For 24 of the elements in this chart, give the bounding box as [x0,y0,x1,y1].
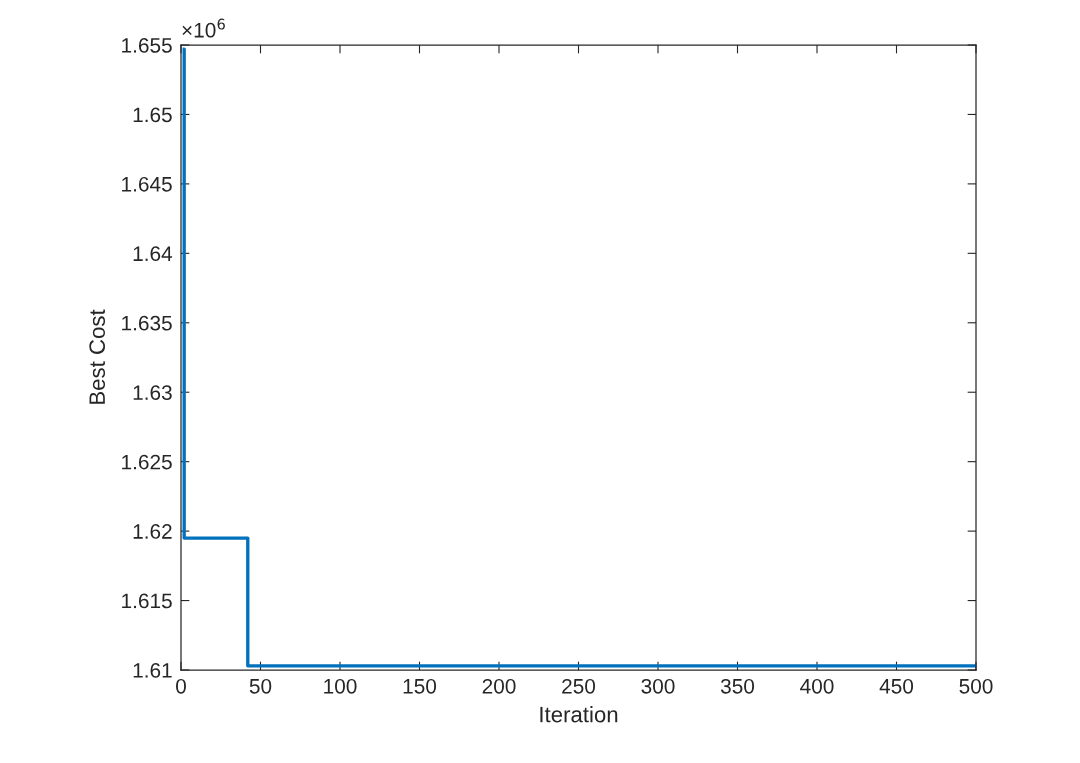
y-tick-label: 1.655 [122,38,172,53]
y-tick-label: 1.625 [122,454,172,470]
y-tick-label: 1.61 [133,663,172,678]
x-axis-title: Iteration [540,706,618,723]
x-tick-label: 200 [482,678,516,694]
y-tick-label: 1.645 [122,176,172,192]
x-tick-label: 400 [800,678,834,694]
x-tick-label: 250 [562,678,596,694]
x-tick-label: 150 [403,678,437,694]
y-tick-label: 1.635 [122,315,172,331]
x-tick-label: 100 [324,678,357,694]
y-tick-label: 1.615 [122,593,172,609]
x-tick-label: 500 [959,678,993,694]
x-tick-label: 50 [249,678,272,694]
text: ×10$^{6}$ [182,18,225,38]
x-tick-label: 0 [176,678,186,694]
x-tick-label: 450 [879,678,914,694]
y-tick-label: 1.64 [133,246,173,262]
x-tick-label: 350 [720,678,755,694]
y-tick-label: 1.63 [133,385,172,400]
y-tick-label: 1.62 [133,524,172,539]
x-tick-label: 300 [641,678,675,694]
y-tick-label: 1.65 [133,107,172,123]
y-axis-title: Best Cost [89,309,106,404]
